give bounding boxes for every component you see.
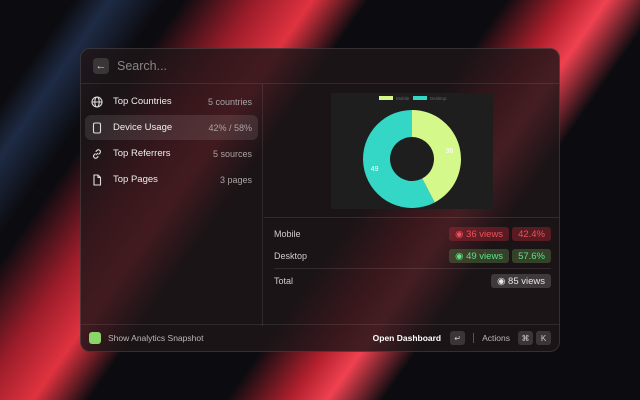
- actions-button[interactable]: Actions: [482, 333, 510, 343]
- item-accessory: 3 pages: [219, 174, 252, 185]
- legend-label: Desktop: [430, 96, 447, 101]
- slice-label: 36: [445, 148, 453, 155]
- mobile-row: Mobile ◉ 36 views 42.4%: [274, 227, 551, 241]
- desktop-row: Desktop ◉ 49 views 57.6%: [274, 249, 551, 263]
- list-item[interactable]: Top Referrers 5 sources: [85, 141, 258, 166]
- item-label: Top Pages: [113, 174, 158, 185]
- link-icon: [93, 148, 101, 159]
- enter-key-icon: ↵: [450, 331, 466, 345]
- detail-panel: 36 Mobile 49 Desktop Mobile ◉ 36 views 42.4…: [264, 84, 559, 326]
- mobile-label: Mobile: [274, 229, 301, 239]
- list-item[interactable]: Device Usage 42% / 58%: [85, 115, 258, 140]
- k-key-icon: K: [536, 331, 551, 345]
- item-accessory: 5 sources: [212, 148, 252, 159]
- item-label: Top Referrers: [113, 148, 171, 159]
- globe-icon: [91, 95, 103, 108]
- total-views: 85 views: [508, 275, 545, 287]
- action-bar: Show Analytics Snapshot Open Dashboard ↵…: [81, 324, 559, 351]
- item-accessory: 5 countries: [207, 96, 252, 107]
- donut-chart: 36 Mobile 49 Desktop: [331, 93, 493, 209]
- divider: [473, 333, 475, 343]
- back-arrow-icon[interactable]: ←: [93, 58, 109, 74]
- item-accessory: 42% / 58%: [208, 122, 252, 133]
- item-label: Device Usage: [113, 122, 173, 133]
- total-label: Total: [274, 276, 294, 286]
- document-icon: [93, 173, 102, 186]
- search-bar: ←: [81, 49, 559, 84]
- divider: [274, 268, 551, 269]
- slice-desktop: [363, 110, 435, 208]
- legend-swatch: [379, 96, 393, 100]
- desktop-views: 49 views: [466, 250, 504, 262]
- list-item[interactable]: Top Pages 3 pages: [85, 167, 258, 192]
- legend-label: Mobile: [396, 96, 410, 101]
- extension-logo-icon: [89, 332, 101, 344]
- command-key-icon: ⌘: [518, 331, 533, 345]
- list: Top Countries 5 countries Device Usage 42% …: [81, 84, 263, 326]
- slice-mobile: [412, 110, 461, 203]
- mobile-percent-badge: 42.4%: [512, 227, 551, 241]
- slice-label: 49: [371, 166, 379, 173]
- mobile-views: 36 views: [466, 228, 504, 240]
- total-row: Total ◉ 85 views: [274, 274, 551, 288]
- search-input[interactable]: [117, 59, 517, 73]
- desktop-label: Desktop: [274, 251, 308, 261]
- device-icon: [92, 121, 102, 134]
- open-dashboard-button[interactable]: Open Dashboard: [372, 333, 442, 343]
- item-label: Top Countries: [113, 96, 172, 107]
- legend-swatch: [413, 96, 427, 100]
- command-window: ← Top Countries 5 countries Device Usage 42…: [80, 48, 560, 352]
- divider: [264, 217, 559, 218]
- total-views-badge: ◉ 85 views: [491, 274, 551, 288]
- footer-title: Show Analytics Snapshot: [108, 333, 204, 343]
- desktop-views-badge: ◉ 49 views: [449, 249, 510, 263]
- mobile-views-badge: ◉ 36 views: [449, 227, 510, 241]
- list-item[interactable]: Top Countries 5 countries: [85, 89, 258, 114]
- desktop-percent-badge: 57.6%: [512, 249, 551, 263]
